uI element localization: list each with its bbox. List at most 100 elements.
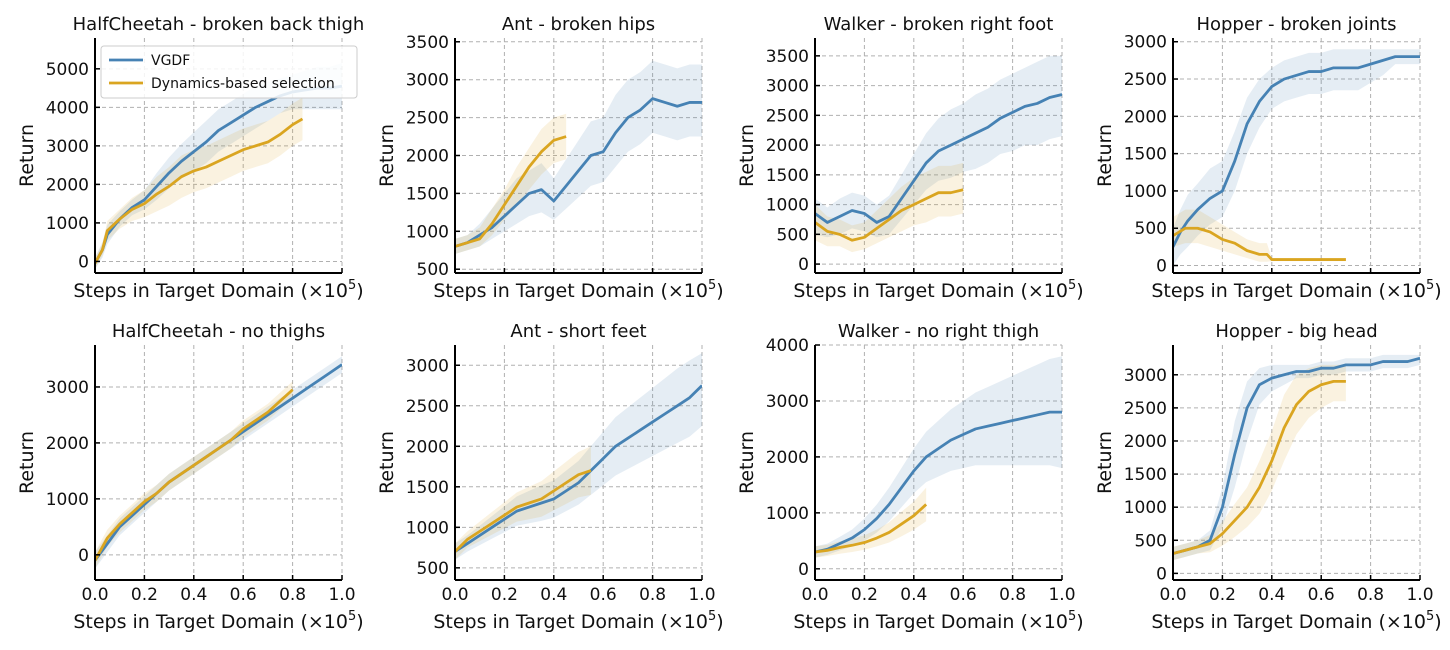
x-tick-label: 1.0	[1048, 585, 1075, 605]
y-tick-label: 0	[798, 560, 809, 580]
chart-title: HalfCheetah - no thighs	[112, 321, 325, 342]
plot-area	[1173, 49, 1420, 266]
x-tick-label: 0.4	[180, 585, 207, 605]
chart-title: Hopper - big head	[1215, 321, 1377, 342]
legend-label: Dynamics-based selection	[151, 76, 335, 92]
chart-panel-5: 0.0 0.2 0.4 0.6 0.8 1.0 0 1000 2000 3000 HalfCheet…	[16, 321, 364, 633]
series-line-vgdf	[455, 97, 702, 248]
chart-title: Walker - no right thigh	[838, 321, 1039, 342]
y-tick-label: 2000	[406, 147, 449, 167]
y-tick-label: 2000	[406, 437, 449, 457]
x-tick-label: 0.0	[1159, 585, 1186, 605]
chart-title: Ant - broken hips	[502, 14, 655, 35]
y-tick-label: 2500	[406, 109, 449, 129]
y-tick-label: 1500	[766, 166, 809, 186]
y-tick-label: 2500	[766, 106, 809, 126]
x-axis-label: Steps in Target Domain (×105)	[73, 609, 363, 633]
y-tick-label: 2500	[1124, 399, 1167, 419]
x-axis-label-close: )	[716, 280, 723, 302]
y-tick-label: 2000	[46, 175, 89, 195]
series-band-dynamics	[815, 162, 964, 253]
x-tick-label: 0.0	[81, 585, 108, 605]
x-axis-label-text: Steps in Target Domain (×10	[433, 611, 708, 633]
x-tick-label: 0.4	[540, 585, 567, 605]
y-tick-label: 1000	[766, 504, 809, 524]
chart-title: Hopper - broken joints	[1196, 14, 1396, 35]
series-band-vgdf	[815, 356, 1062, 558]
x-tick-label: 0.8	[279, 585, 306, 605]
x-axis-label-exponent: 5	[348, 278, 356, 293]
x-tick-label: 0.6	[950, 585, 977, 605]
x-axis-label-text: Steps in Target Domain (×10	[1151, 611, 1426, 633]
y-axis-label: Return	[376, 124, 398, 187]
x-axis-label: Steps in Target Domain (×105)	[793, 278, 1083, 302]
y-tick-label: 2000	[1124, 432, 1167, 452]
x-axis-label-close: )	[1434, 280, 1441, 302]
y-tick-label: 3000	[766, 77, 809, 97]
plot-area	[95, 356, 342, 569]
series-line-vgdf	[815, 410, 1062, 554]
series-line-dynamics	[455, 469, 592, 553]
x-tick-label: 0.2	[1209, 585, 1236, 605]
chart-panel-2: 500 1000 1500 2000 2500 3000 3500 Ant - broken …	[376, 14, 724, 302]
y-tick-label: 2500	[1124, 70, 1167, 90]
x-tick-label: 0.6	[230, 585, 257, 605]
chart-panel-7: 0.0 0.2 0.4 0.6 0.8 1.0 0 1000 2000 3000 4000 Walke…	[736, 321, 1084, 633]
series-band-vgdf	[95, 356, 342, 569]
y-axis-label: Return	[736, 124, 758, 187]
x-axis-label-close: )	[1076, 611, 1083, 633]
x-axis-label-exponent: 5	[1068, 609, 1076, 624]
y-tick-label: 1500	[1124, 145, 1167, 165]
x-axis-label: Steps in Target Domain (×105)	[1151, 609, 1441, 633]
series-band-dynamics	[455, 446, 591, 560]
chart-panel-3: 0 500 1000 1500 2000 2500 3000 3500 Walker - bro…	[736, 14, 1084, 302]
y-axis-label: Return	[16, 124, 38, 187]
series-line-dynamics	[455, 135, 567, 248]
x-tick-label: 0.6	[1308, 585, 1335, 605]
x-axis-label-text: Steps in Target Domain (×10	[1151, 280, 1426, 302]
series-band-dynamics	[455, 113, 567, 255]
x-axis-label-exponent: 5	[348, 609, 356, 624]
y-axis-label: Return	[736, 431, 758, 494]
y-tick-label: 3500	[406, 33, 449, 53]
x-tick-label: 0.2	[131, 585, 158, 605]
x-axis-label-text: Steps in Target Domain (×10	[793, 280, 1068, 302]
plot-area	[455, 353, 702, 560]
chart-panel-8: 0.0 0.2 0.4 0.6 0.8 1.0 0 500 1000 1500 2000 2500 30…	[1094, 321, 1442, 633]
x-axis-label-text: Steps in Target Domain (×10	[73, 280, 348, 302]
y-tick-label: 1000	[406, 222, 449, 242]
y-tick-label: 1500	[406, 478, 449, 498]
x-axis-label-exponent: 5	[1426, 609, 1434, 624]
x-axis-label: Steps in Target Domain (×105)	[793, 609, 1083, 633]
y-tick-label: 3000	[46, 137, 89, 157]
y-tick-label: 2000	[766, 448, 809, 468]
series-line-vgdf	[455, 384, 702, 553]
y-tick-label: 3000	[406, 356, 449, 376]
x-axis-label: Steps in Target Domain (×105)	[433, 278, 723, 302]
x-axis-label-close: )	[356, 280, 363, 302]
chart-title: HalfCheetah - broken back thigh	[73, 14, 365, 35]
legend-label: VGDF	[151, 53, 190, 69]
y-tick-label: 500	[1135, 531, 1167, 551]
y-tick-label: 0	[1156, 564, 1167, 584]
x-tick-label: 0.8	[1357, 585, 1384, 605]
x-axis-label-text: Steps in Target Domain (×10	[793, 611, 1068, 633]
y-axis-label: Return	[376, 431, 398, 494]
x-axis-label-exponent: 5	[1068, 278, 1076, 293]
x-axis-label-exponent: 5	[708, 278, 716, 293]
y-tick-label: 500	[1135, 219, 1167, 239]
series-line-dynamics	[1173, 380, 1346, 555]
chart-title: Walker - broken right foot	[824, 14, 1054, 35]
series-line-dynamics	[1173, 226, 1346, 261]
series-line-dynamics	[815, 188, 964, 242]
x-tick-label: 0.0	[801, 585, 828, 605]
series-band-dynamics	[1173, 364, 1346, 561]
y-tick-label: 4000	[46, 98, 89, 118]
series-line-dynamics	[95, 117, 304, 265]
x-axis-label-close: )	[1434, 611, 1441, 633]
x-axis-label-exponent: 5	[708, 609, 716, 624]
x-axis-label-close: )	[716, 611, 723, 633]
y-tick-label: 1500	[406, 184, 449, 204]
y-tick-label: 2000	[1124, 107, 1167, 127]
